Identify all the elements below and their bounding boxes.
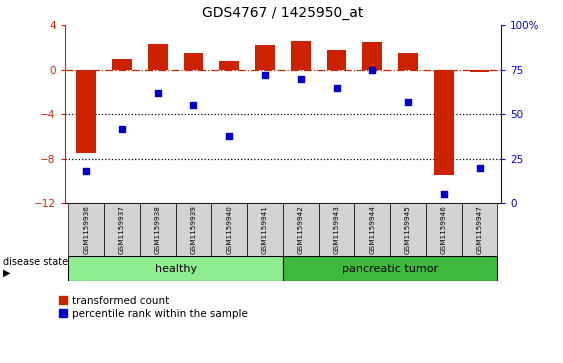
Bar (255, 45, 275, 70)
Bar (434, 70, 454, 175)
Point (82, 168, 91, 174)
Bar (319, 203, 355, 256)
Bar (291, 41, 311, 70)
Text: GSM1159946: GSM1159946 (441, 205, 447, 254)
Text: GSM1159947: GSM1159947 (477, 205, 482, 254)
Title: GDS4767 / 1425950_at: GDS4767 / 1425950_at (202, 6, 364, 20)
Text: pancreatic tumor: pancreatic tumor (342, 264, 438, 274)
Point (439, 192, 448, 197)
Bar (355, 203, 390, 256)
Bar (112, 59, 132, 70)
Bar (283, 256, 498, 281)
Point (225, 133, 234, 139)
Legend: transformed count, percentile rank within the sample: transformed count, percentile rank withi… (59, 295, 248, 319)
Text: healthy: healthy (155, 264, 196, 274)
Bar (283, 203, 319, 256)
Point (332, 85, 341, 91)
Text: GSM1159936: GSM1159936 (83, 205, 89, 254)
Text: GSM1159945: GSM1159945 (405, 205, 411, 254)
Bar (470, 70, 489, 72)
Bar (77, 70, 96, 153)
Text: GSM1159944: GSM1159944 (369, 205, 376, 254)
Bar (68, 256, 283, 281)
Point (296, 76, 305, 82)
Bar (184, 53, 203, 70)
Text: GSM1159941: GSM1159941 (262, 205, 268, 254)
Point (404, 99, 413, 105)
Bar (220, 61, 239, 70)
Bar (327, 50, 346, 70)
Text: GSM1159938: GSM1159938 (155, 205, 160, 254)
Bar (462, 203, 498, 256)
Bar (140, 203, 176, 256)
Bar (68, 203, 104, 256)
Bar (363, 42, 382, 70)
Text: ▶: ▶ (3, 268, 10, 277)
Bar (176, 203, 211, 256)
Bar (247, 203, 283, 256)
Text: disease state: disease state (3, 257, 68, 267)
Bar (426, 203, 462, 256)
Text: GSM1159937: GSM1159937 (119, 205, 125, 254)
Point (368, 67, 377, 73)
Point (261, 72, 270, 78)
Text: GSM1159943: GSM1159943 (333, 205, 339, 254)
Bar (148, 44, 168, 70)
Bar (104, 203, 140, 256)
Text: GSM1159942: GSM1159942 (298, 205, 304, 254)
Point (118, 126, 127, 131)
Point (153, 90, 162, 96)
Bar (398, 53, 418, 70)
Bar (390, 203, 426, 256)
Text: GSM1159939: GSM1159939 (190, 205, 196, 254)
Text: GSM1159940: GSM1159940 (226, 205, 233, 254)
Point (475, 165, 484, 171)
Bar (211, 203, 247, 256)
Point (189, 102, 198, 108)
